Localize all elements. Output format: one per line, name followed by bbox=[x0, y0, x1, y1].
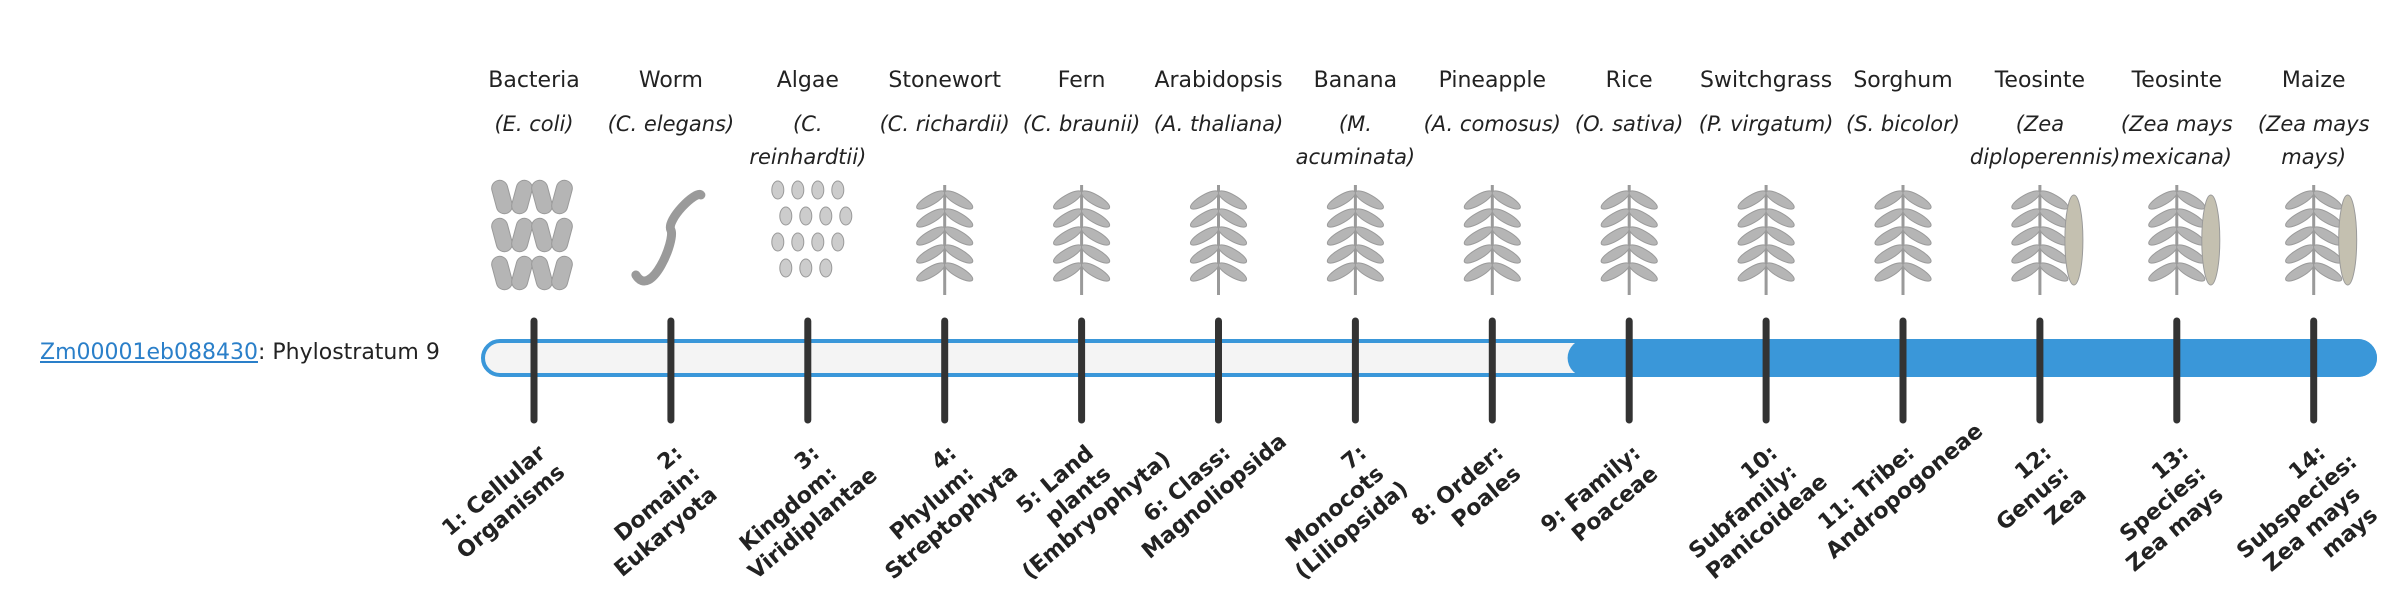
organism-illustration bbox=[1737, 185, 1795, 295]
organism-illustration bbox=[2148, 185, 2221, 295]
organism-name: Teosinte bbox=[1994, 68, 2086, 93]
gene-row: Zm00001eb088430: Phylostratum 9 bbox=[40, 340, 440, 365]
organism-species: (C. braunii) bbox=[1022, 112, 1141, 136]
gene-phylostratum: 9 bbox=[425, 340, 440, 365]
page: Zm00001eb088430: Phylostratum 9 (() => {… bbox=[40, 68, 2383, 585]
organism-illustration bbox=[771, 180, 853, 278]
gene-link[interactable]: Zm00001eb088430 bbox=[40, 340, 258, 365]
organism-name: Rice bbox=[1605, 68, 1653, 93]
organism-name: Banana bbox=[1313, 68, 1398, 93]
organism-name: Algae bbox=[776, 68, 839, 93]
organism-species: (Zea mays mexicana) bbox=[2120, 112, 2233, 169]
organism-species: (M. acuminata) bbox=[1295, 112, 1416, 169]
organism-illustration bbox=[1053, 185, 1111, 295]
organism-name: Arabidopsis bbox=[1154, 68, 1283, 93]
organism-illustration bbox=[916, 185, 974, 295]
organism-illustration bbox=[631, 190, 706, 286]
timeline bbox=[481, 179, 2377, 424]
organism-name: Teosinte bbox=[2131, 68, 2222, 93]
organism-species: (P. virgatum) bbox=[1698, 112, 1834, 136]
organism-illustration bbox=[1189, 185, 1248, 295]
organism-species: (O. sativa) bbox=[1574, 112, 1684, 136]
organism-name: Maize bbox=[2281, 68, 2346, 93]
organism-species: (S. bicolor) bbox=[1846, 112, 1960, 136]
organism-species: (C. richardii) bbox=[879, 112, 1010, 136]
gene-label: : Phylostratum bbox=[257, 340, 419, 365]
organism-illustration bbox=[2011, 185, 2084, 295]
organism-species: (A. comosus) bbox=[1423, 112, 1561, 136]
organism-name: Sorghum bbox=[1853, 68, 1953, 93]
organism-name: Pineapple bbox=[1438, 68, 1547, 93]
organism-illustration bbox=[1326, 185, 1384, 295]
organism-species: (E. coli) bbox=[494, 112, 574, 136]
organism-name: Fern bbox=[1057, 68, 1106, 93]
organism-name: Switchgrass bbox=[1700, 68, 1833, 93]
organism-species: (C. elegans) bbox=[607, 112, 735, 136]
organism-species: (A. thaliana) bbox=[1153, 112, 1284, 136]
organism-name: Worm bbox=[638, 68, 703, 93]
organism-species: (Zea diploperennis) bbox=[1969, 112, 2121, 169]
organism-species: (Zea mays mays) bbox=[2257, 112, 2370, 169]
organism-illustration bbox=[1874, 185, 1932, 295]
organism-illustration bbox=[1463, 185, 1521, 295]
organism-illustration bbox=[491, 179, 573, 291]
organism-illustration bbox=[2285, 185, 2358, 295]
organism-name: Stonewort bbox=[888, 68, 1002, 93]
organism-species: (C. reinhardtii) bbox=[749, 112, 867, 169]
progress-fill bbox=[1567, 339, 2377, 377]
organism-name: Bacteria bbox=[488, 68, 580, 93]
organism-illustration bbox=[1600, 185, 1658, 295]
